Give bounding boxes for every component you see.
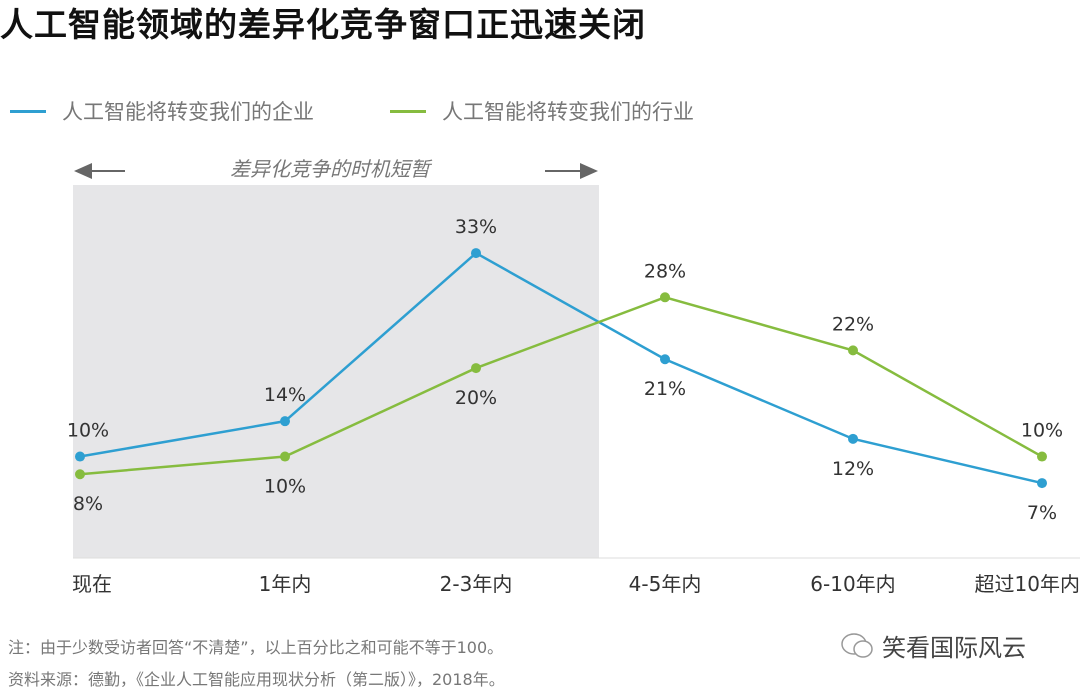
data-label: 28%	[644, 260, 686, 282]
data-point	[660, 292, 670, 303]
series-line-1	[79, 295, 1043, 476]
data-point	[75, 469, 85, 480]
data-point	[1037, 451, 1047, 462]
data-point	[471, 363, 481, 374]
x-tick-label: 4-5年内	[629, 572, 702, 596]
data-label: 33%	[455, 216, 497, 238]
data-label: 7%	[1027, 502, 1057, 524]
arrow-left-icon	[74, 163, 92, 179]
data-point	[848, 345, 858, 356]
legend-item-enterprise: 人工智能将转变我们的企业	[10, 96, 314, 126]
data-label: 22%	[832, 313, 874, 335]
legend-swatch-blue	[10, 109, 46, 113]
x-tick-label: 1年内	[259, 572, 312, 596]
data-label: 12%	[832, 458, 874, 480]
data-point	[280, 416, 290, 427]
wechat-logo-icon	[841, 632, 873, 658]
data-point	[280, 451, 290, 462]
data-point	[1037, 478, 1047, 489]
shaded-region-label: 差异化竞争的时机短暂	[230, 157, 433, 181]
footnote: 注：由于少数受访者回答“不清楚”，以上百分比之和可能不等于100。	[8, 638, 504, 657]
data-label: 10%	[1021, 420, 1063, 442]
x-tick-label: 2-3年内	[440, 572, 513, 596]
data-label: 21%	[644, 378, 686, 400]
legend-item-industry: 人工智能将转变我们的行业	[390, 96, 694, 126]
chart-title: 人工智能领域的差异化竞争窗口正迅速关闭	[0, 5, 646, 44]
shaded-region	[73, 185, 599, 558]
x-tick-label: 6-10年内	[810, 572, 895, 596]
legend-label: 人工智能将转变我们的行业	[442, 100, 694, 124]
watermark: 笑看国际风云	[840, 628, 1026, 663]
data-label: 10%	[67, 420, 109, 442]
data-point	[471, 248, 481, 259]
legend-swatch-green	[390, 109, 426, 113]
data-point	[660, 354, 670, 365]
data-point	[75, 451, 85, 462]
legend-label: 人工智能将转变我们的企业	[62, 100, 314, 124]
data-label: 8%	[73, 493, 103, 515]
data-label: 20%	[455, 387, 497, 409]
series-line-0	[79, 251, 1043, 485]
x-tick-label: 超过10年内	[975, 572, 1080, 596]
x-tick-label: 现在	[72, 572, 112, 596]
data-label: 10%	[264, 476, 306, 498]
data-point	[848, 433, 858, 444]
arrow-right-icon	[580, 163, 598, 179]
source-note: 资料来源：德勤，《企业人工智能应用现状分析（第二版）》，2018年。	[8, 670, 505, 689]
data-label: 14%	[264, 384, 306, 406]
